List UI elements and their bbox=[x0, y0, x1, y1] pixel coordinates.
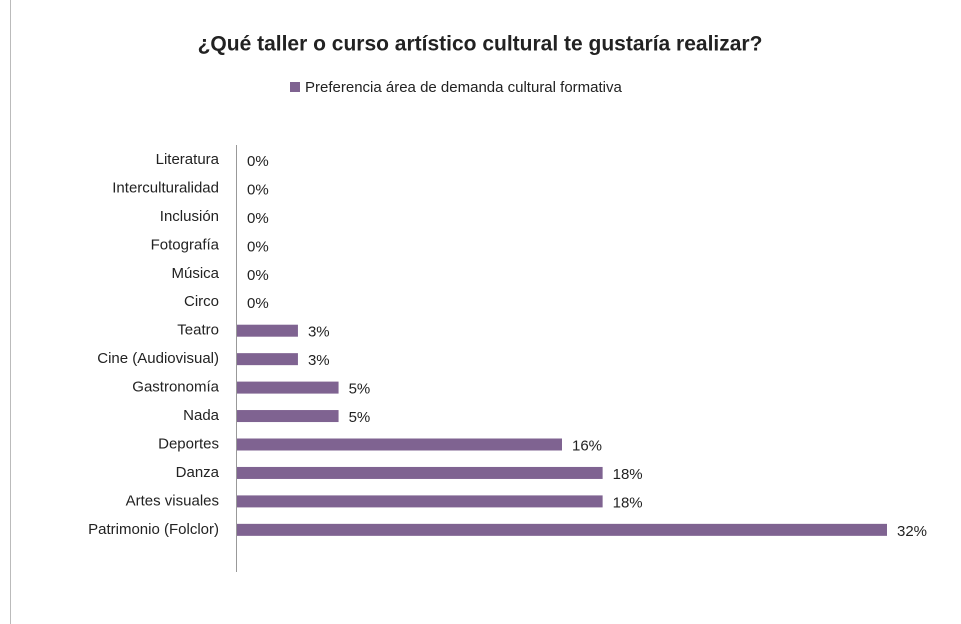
data-label: 0% bbox=[247, 238, 269, 255]
data-label: 18% bbox=[613, 466, 643, 483]
y-tick-label: Teatro bbox=[177, 322, 219, 339]
data-label: 3% bbox=[308, 352, 330, 369]
bar bbox=[237, 381, 339, 394]
data-label: 0% bbox=[247, 210, 269, 227]
y-tick-label: Interculturalidad bbox=[112, 179, 219, 196]
y-tick-label: Deportes bbox=[158, 435, 219, 452]
y-tick-label: Patrimonio (Folclor) bbox=[88, 521, 219, 538]
bar bbox=[237, 495, 603, 508]
bar bbox=[237, 466, 603, 479]
y-tick-label: Cine (Audiovisual) bbox=[97, 350, 219, 367]
legend-label: Preferencia área de demanda cultural for… bbox=[305, 79, 622, 96]
data-label: 0% bbox=[247, 295, 269, 312]
bar bbox=[237, 523, 887, 536]
y-tick-label: Literatura bbox=[156, 151, 220, 168]
bar bbox=[237, 324, 298, 337]
bar bbox=[237, 438, 562, 451]
data-label: 0% bbox=[247, 181, 269, 198]
data-label: 3% bbox=[308, 324, 330, 341]
y-tick-label: Fotografía bbox=[151, 236, 220, 253]
bar bbox=[237, 353, 298, 366]
data-label: 32% bbox=[897, 523, 927, 540]
y-tick-label: Artes visuales bbox=[126, 492, 219, 509]
chart-frame bbox=[10, 0, 961, 624]
data-label: 18% bbox=[613, 494, 643, 511]
data-label: 0% bbox=[247, 267, 269, 284]
y-tick-label: Gastronomía bbox=[132, 379, 219, 396]
data-label: 5% bbox=[349, 381, 371, 398]
y-tick-label: Nada bbox=[183, 407, 220, 424]
data-label: 16% bbox=[572, 437, 602, 454]
chart-title: ¿Qué taller o curso artístico cultural t… bbox=[198, 33, 763, 56]
data-label: 5% bbox=[349, 409, 371, 426]
legend-swatch bbox=[290, 82, 300, 92]
bar bbox=[237, 410, 339, 423]
y-tick-label: Danza bbox=[176, 464, 220, 481]
y-tick-label: Música bbox=[171, 265, 219, 282]
y-tick-label: Inclusión bbox=[160, 208, 219, 225]
y-tick-label: Circo bbox=[184, 293, 219, 310]
data-label: 0% bbox=[247, 153, 269, 170]
